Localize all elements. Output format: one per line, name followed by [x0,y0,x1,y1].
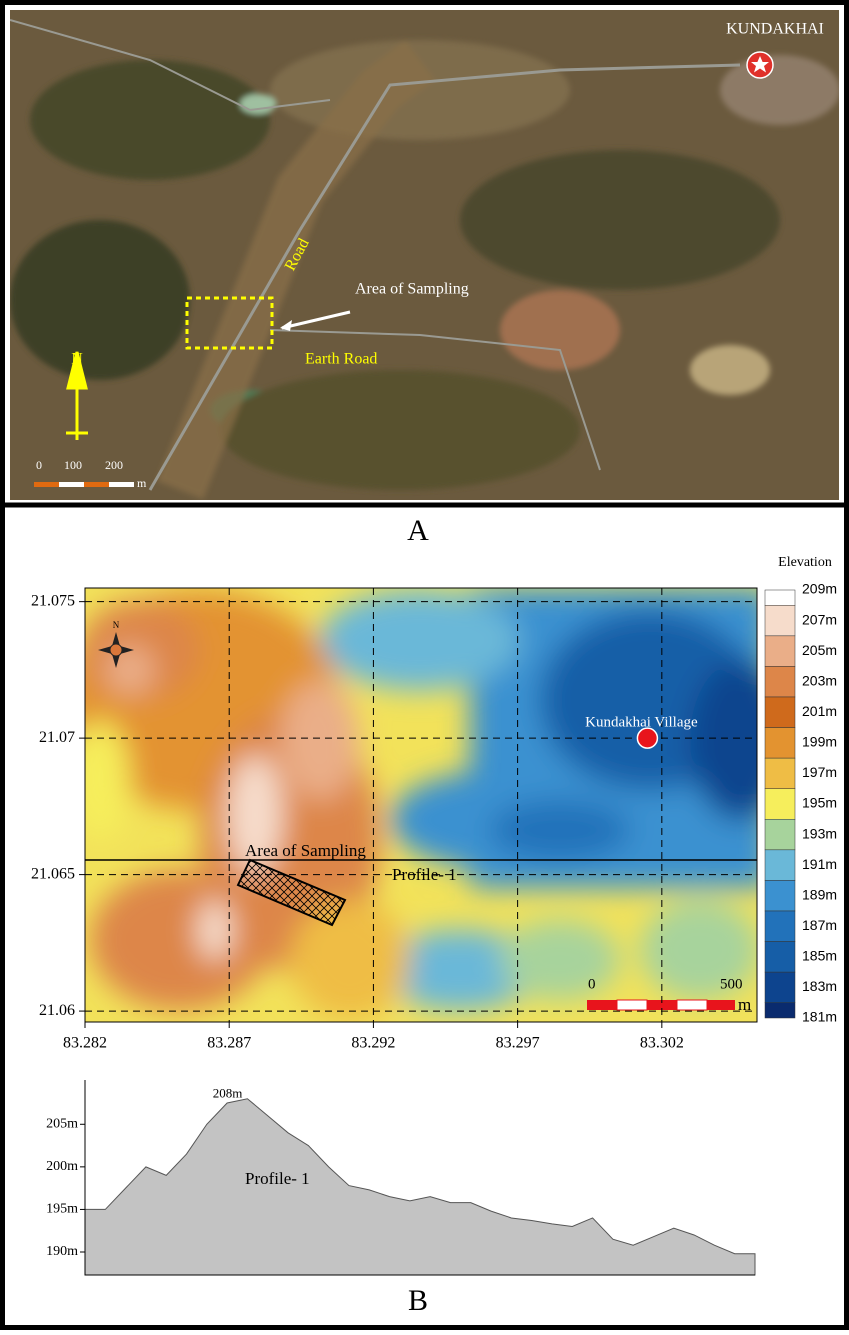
svg-text:N: N [113,620,120,630]
elevation-surface [60,588,790,1022]
earth-road-label: Earth Road [305,351,377,368]
legend-label: 185m [802,948,837,964]
village-marker [637,728,657,748]
legend-label: 209m [802,581,837,597]
x-tick-label: 83.302 [640,1035,684,1052]
scale-label: 0 [36,458,42,472]
panel-label: B [408,1284,428,1317]
legend-label: 203m [802,672,837,688]
legend-label: 205m [802,642,837,658]
scale-label: 200 [105,458,123,472]
scale-seg [84,482,109,487]
scale-seg [587,1000,617,1010]
legend-label: 187m [802,917,837,933]
figure: KUNDAKHAI Area of Sampling 0 100 200 m R… [0,0,849,1330]
peak-label: 208m [213,1086,243,1101]
legend-label: 207m [802,611,837,627]
profile-label: Profile- 1 [245,1169,310,1188]
legend-swatch [765,972,795,1003]
legend-swatch [765,942,795,973]
profile-area [85,1099,755,1275]
legend-swatch [765,728,795,759]
legend-label: 197m [802,764,837,780]
legend-label: 189m [802,886,837,902]
legend-swatch [765,789,795,820]
y-tick-label: 205m [46,1116,78,1131]
y-tick-label: 21.075 [31,592,75,609]
scale-seg [34,482,59,487]
legend-swatch [765,850,795,881]
y-tick-label: 200m [46,1159,78,1174]
north-label: N [71,351,83,368]
y-tick-label: 190m [46,1244,78,1259]
legend-label: 199m [802,734,837,750]
legend-swatch [765,758,795,789]
place-label: KUNDAKHAI [726,21,824,38]
legend-label: 201m [802,703,837,719]
scale-seg [677,1000,707,1010]
scale-unit: m [137,476,147,490]
legend-swatch [765,590,795,605]
legend-swatch [765,880,795,911]
area-label: Area of Sampling [245,841,366,860]
legend-swatch [765,911,795,942]
legend-swatch [765,1003,795,1018]
legend-swatch [765,605,795,636]
area-label: Area of Sampling [355,281,469,298]
legend-title: Elevation [778,555,832,570]
legend-label: 195m [802,795,837,811]
scale-label: 100 [64,458,82,472]
legend-label: 183m [802,978,837,994]
legend-label: 181m [802,1009,837,1025]
legend-swatch [765,666,795,697]
legend-label: 191m [802,856,837,872]
satellite-image [10,10,840,500]
legend-swatch [765,636,795,667]
legend-swatch [765,697,795,728]
x-tick-label: 83.297 [496,1035,540,1052]
y-tick-label: 195m [46,1202,78,1217]
x-tick-label: 83.292 [351,1035,395,1052]
scale-seg [59,482,84,487]
scale-seg [617,1000,647,1010]
scale-seg [707,1000,735,1010]
scale-label: 0 [588,976,596,992]
x-tick-label: 83.282 [63,1035,107,1052]
scale-label: 500 [720,976,743,992]
legend-label: 193m [802,825,837,841]
legend-swatch [765,819,795,850]
y-tick-label: 21.06 [39,1002,75,1019]
x-tick-label: 83.287 [207,1035,251,1052]
village-label: Kundakhai Village [585,715,698,731]
y-tick-label: 21.065 [31,865,75,882]
panel-label: A [407,514,429,547]
y-tick-label: 21.07 [39,729,75,746]
scale-seg [109,482,134,487]
